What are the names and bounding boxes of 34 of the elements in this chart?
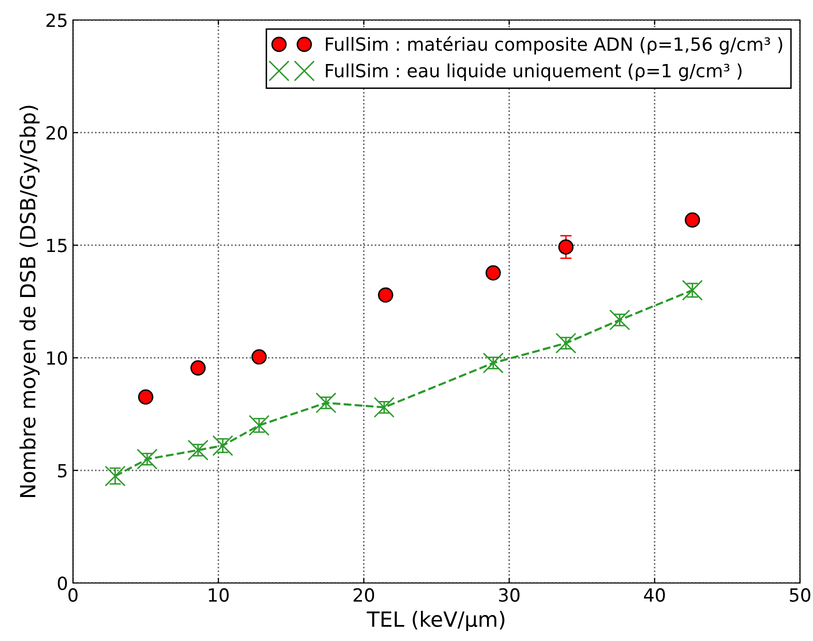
y-tick-label: 25 <box>46 13 67 28</box>
y-tick-label: 10 <box>47 351 67 365</box>
x-tick-label: 50 <box>790 588 810 602</box>
y-tick-label: 5 <box>58 464 67 478</box>
y-tick-label: 20 <box>46 126 67 140</box>
x-tick-label: 20 <box>354 588 374 602</box>
point <box>138 389 154 405</box>
point <box>212 435 234 456</box>
point <box>682 280 703 301</box>
point <box>190 360 206 376</box>
y-tick-label: 15 <box>47 238 67 252</box>
point <box>555 332 576 354</box>
point <box>188 440 208 461</box>
y-axis-title: Nombre moyen de DSB (DSB/Gy/Gbp) <box>19 106 40 498</box>
point <box>251 349 267 365</box>
legend-label: FullSim : matériau composite ADN (ρ=1,56 g/cm³ ) <box>326 36 782 54</box>
point <box>248 414 270 436</box>
x-tick-label: 10 <box>208 588 229 602</box>
point <box>486 265 501 281</box>
legend-label: FullSim : eau liquide uniquement (ρ=1 g/cm³ ) <box>326 63 742 81</box>
point <box>374 396 395 418</box>
y-tick-label: 0 <box>58 576 67 590</box>
point <box>378 287 394 303</box>
x-tick-label: 0 <box>68 588 78 602</box>
point <box>558 239 574 255</box>
point <box>482 352 504 374</box>
point <box>609 310 630 330</box>
point <box>136 448 158 470</box>
point <box>684 212 700 228</box>
x-tick-label: 40 <box>644 588 665 602</box>
x-axis-title: TEL (keV/µm) <box>366 610 504 632</box>
point <box>316 392 336 414</box>
x-tick-label: 30 <box>499 588 520 602</box>
point <box>104 466 126 486</box>
